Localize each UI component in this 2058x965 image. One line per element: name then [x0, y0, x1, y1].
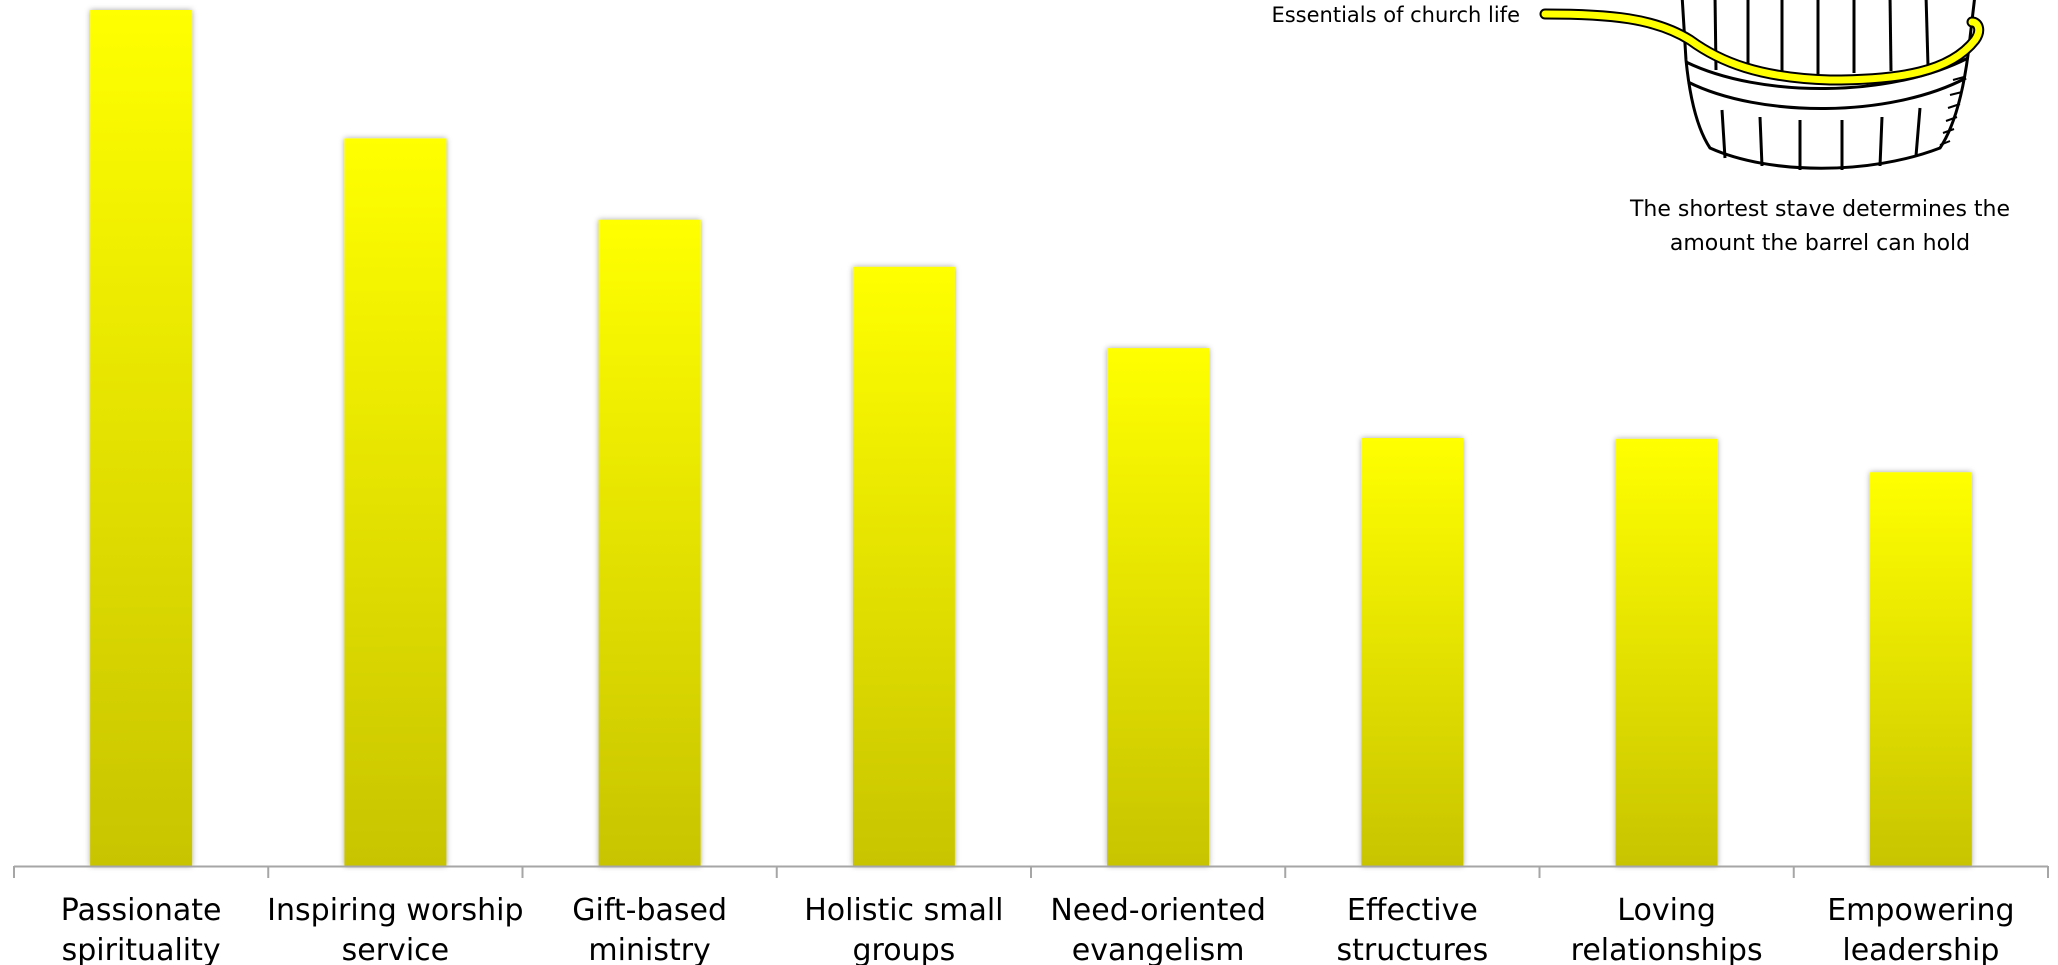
category-label: Gift-based ministry	[572, 893, 727, 965]
bar	[1361, 438, 1464, 866]
bar	[1869, 472, 1972, 866]
caption-line-2: amount the barrel can hold	[1669, 231, 1971, 256]
x-axis	[13, 865, 2049, 878]
category-label: Need-oriented evangelism	[1050, 893, 1266, 965]
category-label: Effective structures	[1336, 893, 1488, 965]
category-label: Empowering leadership	[1827, 893, 2014, 965]
category-label: Loving relationships	[1571, 893, 1763, 965]
category-label: Inspiring worship service	[267, 893, 523, 965]
category-labels: Passionate spirituality Inspiring worship s…	[61, 893, 2015, 965]
caption-line-1: The shortest stave determines the	[1629, 197, 2011, 222]
category-label: Passionate spirituality	[61, 893, 222, 965]
bar	[1615, 438, 1718, 866]
bar	[1107, 348, 1210, 866]
bar	[344, 138, 447, 866]
barrel-illustration	[1539, 0, 1985, 170]
category-label: Holistic small groups	[804, 893, 1003, 965]
stave-caption: The shortest stave determines the amount…	[1600, 193, 2040, 261]
bar	[852, 266, 955, 866]
bar	[90, 10, 193, 866]
bar	[598, 219, 701, 867]
barrel-label: Essentials of church life	[1271, 3, 1520, 27]
bars-group	[90, 10, 1972, 867]
